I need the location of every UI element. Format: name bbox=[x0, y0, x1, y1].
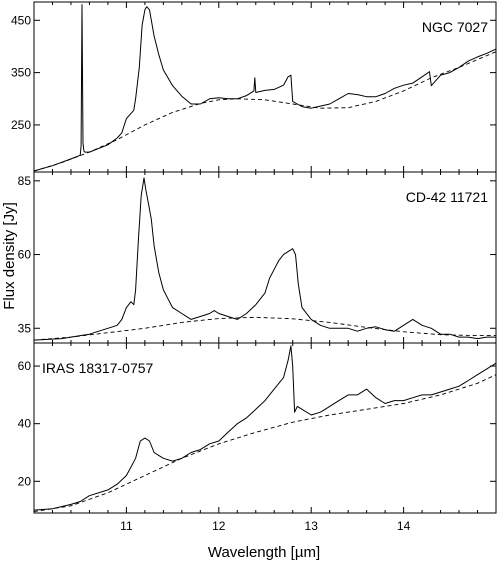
spectrum-line bbox=[33, 177, 496, 341]
y-tick-label: 350 bbox=[11, 66, 31, 80]
panel-label: NGC 7027 bbox=[422, 19, 488, 35]
panel-2: 35 60 85 CD-42 11721 bbox=[18, 171, 497, 344]
x-tick-label: 11 bbox=[120, 519, 133, 533]
continuum-line bbox=[33, 316, 496, 341]
y-tick-label: 450 bbox=[11, 13, 31, 27]
x-tick-label: 14 bbox=[397, 519, 411, 533]
y-tick-label: 35 bbox=[18, 321, 32, 335]
continuum-line bbox=[33, 374, 497, 513]
y-axis-title: Flux density [Jy] bbox=[1, 202, 18, 310]
panel-3: 20 40 60 IRAS 18317-0757 11 12 13 14 bbox=[18, 342, 497, 533]
panel-frame bbox=[33, 342, 497, 514]
continuum-line bbox=[33, 51, 497, 172]
panel-label: IRAS 18317-0757 bbox=[42, 360, 154, 376]
y-tick-label: 250 bbox=[11, 118, 31, 132]
y-tick-label: 60 bbox=[18, 359, 32, 373]
x-tick-label: 12 bbox=[212, 519, 226, 533]
spectrum-line bbox=[33, 345, 497, 511]
y-tick-label: 60 bbox=[18, 248, 32, 262]
panel-label: CD-42 11721 bbox=[406, 189, 488, 205]
x-tick-label: 13 bbox=[305, 519, 319, 533]
spectrum-line bbox=[33, 4, 497, 172]
panel-1: 250 350 450 NGC 7027 bbox=[11, 1, 497, 173]
y-tick-label: 85 bbox=[18, 174, 32, 188]
y-tick-label: 40 bbox=[18, 417, 32, 431]
y-tick-label: 20 bbox=[18, 474, 32, 488]
panels-layer: 250 350 450 NGC 7027 35 60 85 CD-42 11721 20 40 60… bbox=[11, 1, 497, 533]
x-axis-title: Wavelength [µm] bbox=[208, 544, 320, 561]
